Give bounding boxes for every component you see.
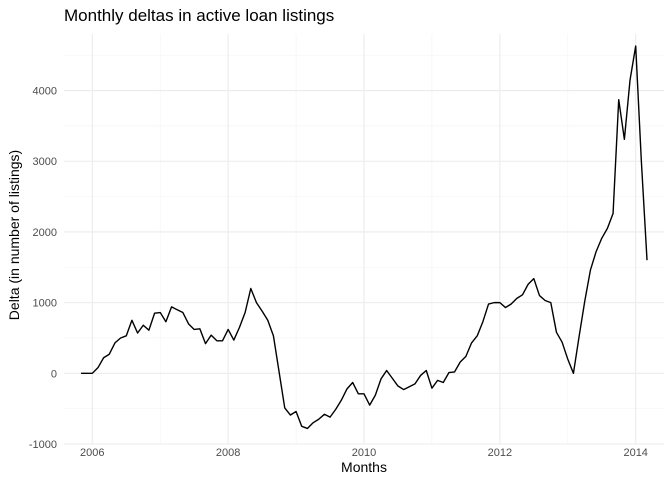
y-tick-label: 4000: [33, 86, 57, 98]
y-tick-label: 0: [51, 368, 57, 380]
chart-title: Monthly deltas in active loan listings: [64, 6, 334, 25]
y-tick-label: 1000: [33, 298, 57, 310]
x-tick-label: 2010: [352, 447, 376, 459]
x-tick-label: 2006: [80, 447, 104, 459]
y-tick-label: -1000: [29, 439, 57, 451]
y-tick-label: 3000: [33, 156, 57, 168]
x-tick-label: 2008: [216, 447, 240, 459]
x-axis-title: Months: [341, 459, 387, 475]
x-tick-label: 2014: [623, 447, 647, 459]
y-axis-title: Delta (in number of listings): [6, 150, 22, 320]
x-tick-label: 2012: [488, 447, 512, 459]
series-group: [80, 45, 648, 430]
major-gridlines: [64, 34, 664, 445]
y-axis-tick-labels: -1000 0 1000 2000 3000 4000: [29, 86, 57, 451]
series-line-0: [80, 45, 648, 430]
x-axis-tick-labels: 2006 2008 2010 2012 2014: [80, 447, 648, 459]
y-tick-label: 2000: [33, 227, 57, 239]
